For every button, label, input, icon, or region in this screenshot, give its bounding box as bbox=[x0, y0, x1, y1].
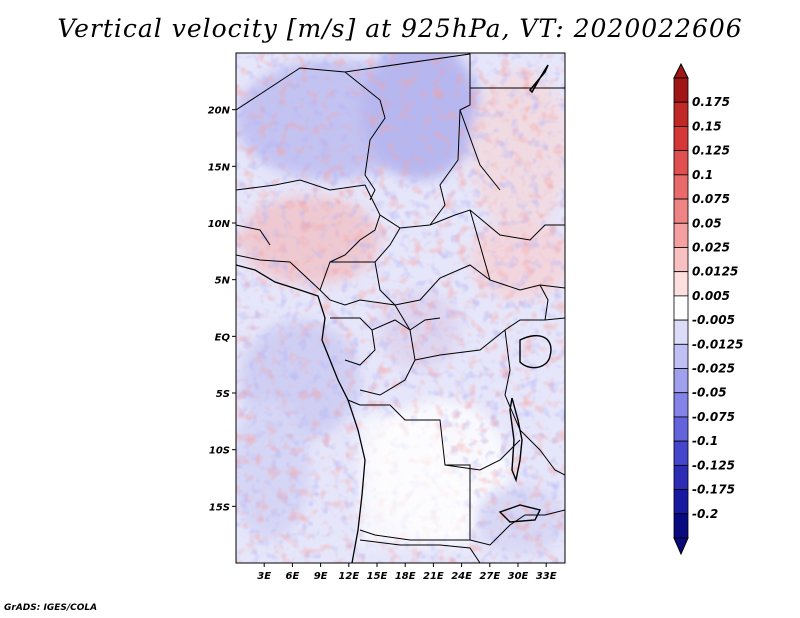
colorbar-extend-min bbox=[673, 537, 689, 556]
colorbar-label: 0.175 bbox=[692, 95, 730, 109]
x-tick-label: 9E bbox=[314, 571, 328, 582]
colorbar-label: -0.05 bbox=[692, 386, 727, 400]
colorbar-segment bbox=[673, 126, 689, 152]
x-tick-label: 33E bbox=[536, 571, 557, 582]
y-tick-label: 5N bbox=[215, 276, 231, 287]
colorbar-label: -0.1 bbox=[692, 434, 718, 448]
colorbar-segment bbox=[673, 101, 689, 127]
colorbar-label: -0.075 bbox=[692, 410, 735, 424]
y-tick-label: 10N bbox=[208, 219, 231, 230]
colorbar-label: 0.025 bbox=[692, 240, 730, 254]
colorbar-segment bbox=[673, 295, 689, 321]
colorbar-label: 0.15 bbox=[692, 119, 722, 133]
colorbar-segment bbox=[673, 440, 689, 466]
colorbar-label: -0.125 bbox=[692, 458, 735, 472]
colorbar-segment bbox=[673, 489, 689, 515]
colorbar-segment bbox=[673, 416, 689, 442]
y-axis: 20N 15N 10N 5N EQ 5S 10S 15S bbox=[208, 106, 236, 513]
colorbar-label: -0.005 bbox=[692, 313, 735, 327]
colorbar-segment bbox=[673, 222, 689, 248]
x-tick-label: 15E bbox=[367, 571, 388, 582]
colorbar-segment bbox=[673, 271, 689, 297]
colorbar-segment bbox=[673, 198, 689, 224]
y-tick-label: EQ bbox=[215, 332, 231, 343]
colorbar-label: -0.025 bbox=[692, 362, 735, 376]
x-tick-label: 12E bbox=[338, 571, 359, 582]
x-tick-label: 27E bbox=[479, 571, 500, 582]
colorbar-label: 0.005 bbox=[692, 289, 730, 303]
colorbar-segment bbox=[673, 464, 689, 490]
y-tick-label: 10S bbox=[209, 446, 230, 457]
colorbar-label: -0.0125 bbox=[692, 337, 743, 351]
colorbar-label: -0.175 bbox=[692, 483, 735, 497]
colorbar-segment bbox=[673, 247, 689, 273]
velocity-field bbox=[236, 53, 565, 563]
colorbar-segment bbox=[673, 513, 689, 539]
map-frame bbox=[235, 52, 566, 564]
y-tick-label: 20N bbox=[208, 106, 231, 117]
chart-title: Vertical velocity [m/s] at 925hPa, VT: 2… bbox=[57, 14, 743, 43]
colorbar-segment bbox=[673, 150, 689, 176]
x-tick-label: 30E bbox=[508, 571, 529, 582]
x-axis: 3E 6E 9E 12E 15E 18E 21E 24E 27E 30E 33E bbox=[257, 563, 557, 582]
footer-credit: GrADS: IGES/COLA bbox=[4, 603, 98, 613]
x-tick-label: 6E bbox=[286, 571, 300, 582]
colorbar-label: 0.0125 bbox=[692, 265, 738, 279]
colorbar-label: 0.125 bbox=[692, 144, 730, 158]
colorbar-segment bbox=[673, 368, 689, 394]
colorbar-label: 0.05 bbox=[692, 216, 722, 230]
colorbar-label: -0.2 bbox=[692, 507, 718, 521]
colorbar-segment bbox=[673, 392, 689, 418]
colorbar-segment bbox=[673, 343, 689, 369]
x-tick-label: 3E bbox=[257, 571, 271, 582]
colorbar-label: 0.075 bbox=[692, 192, 730, 206]
colorbar-label: 0.1 bbox=[692, 168, 713, 182]
y-tick-label: 15N bbox=[208, 162, 231, 173]
x-tick-label: 21E bbox=[423, 571, 444, 582]
colorbar-segment bbox=[673, 77, 689, 103]
y-tick-label: 5S bbox=[216, 389, 230, 400]
country-borders bbox=[236, 53, 565, 563]
colorbar: 0.175 0.15 0.125 0.1 0.075 0.05 0.025 0.0125 0.0… bbox=[673, 62, 743, 556]
colorbar-segment bbox=[673, 319, 689, 345]
x-tick-label: 18E bbox=[395, 571, 416, 582]
colorbar-segment bbox=[673, 174, 689, 200]
x-tick-label: 24E bbox=[451, 571, 472, 582]
colorbar-extend-max bbox=[673, 62, 689, 79]
y-tick-label: 15S bbox=[209, 502, 230, 513]
